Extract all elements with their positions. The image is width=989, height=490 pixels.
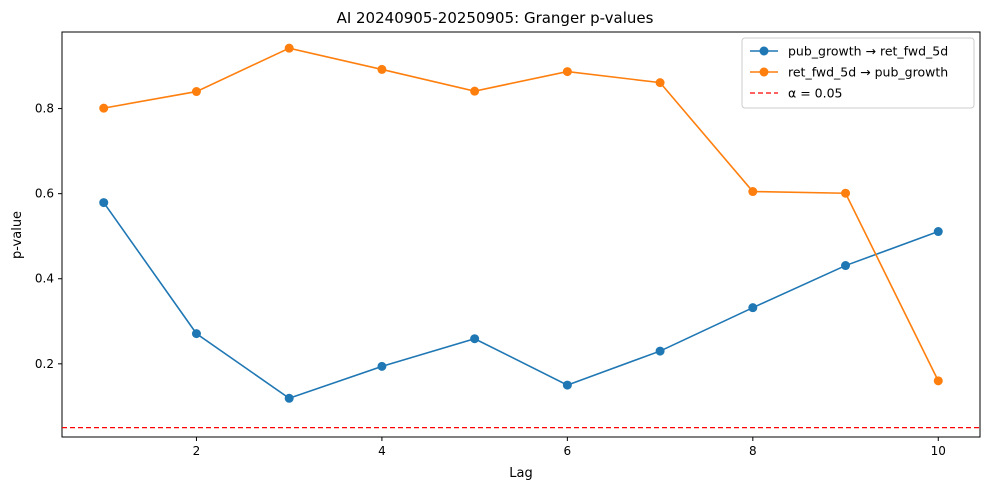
x-tick-label: 10: [931, 444, 946, 458]
legend-label: α = 0.05: [788, 86, 843, 101]
series-2-point: [470, 86, 480, 96]
series-1-point: [284, 393, 294, 403]
series-1-point: [748, 303, 758, 313]
series-1-point: [562, 380, 572, 390]
legend-entry: pub_growth → ret_fwd_5d: [750, 44, 948, 59]
y-tick-label: 0.2: [35, 357, 54, 371]
y-axis-label: p-value: [10, 211, 25, 259]
series-2-point: [191, 87, 201, 97]
series-1-point: [191, 329, 201, 339]
series-2-point: [933, 376, 943, 386]
series-1-point: [841, 261, 851, 271]
legend-entry: α = 0.05: [750, 86, 843, 101]
series-1-point: [655, 346, 665, 356]
series-1: [99, 198, 943, 403]
legend: pub_growth → ret_fwd_5d ret_fwd_5d → pub_…: [741, 37, 975, 109]
series-1-point: [99, 198, 109, 208]
x-axis-label: Lag: [509, 466, 532, 481]
plot-frame: [61, 31, 981, 438]
series-2-point: [655, 78, 665, 88]
legend-swatch-marker: [759, 46, 769, 56]
legend-label: pub_growth → ret_fwd_5d: [788, 44, 948, 59]
y-tick-label: 0.8: [35, 102, 54, 116]
series-2: [99, 43, 943, 386]
x-tick-label: 4: [378, 444, 386, 458]
series-1-line: [103, 202, 939, 400]
series-2-point: [99, 103, 109, 113]
series-2-point: [562, 67, 572, 77]
legend-entry: ret_fwd_5d → pub_growth: [750, 65, 948, 80]
series-1-point: [470, 334, 480, 344]
x-tick-label: 6: [564, 444, 572, 458]
series-2-line: [103, 47, 939, 382]
legend-box: [741, 37, 975, 109]
series-1-point: [377, 361, 387, 371]
x-tick-label: 2: [193, 444, 201, 458]
legend-swatch-marker: [759, 67, 769, 77]
chart-title: AI 20240905-20250905: Granger p-values: [337, 9, 654, 27]
x-tick-label: 8: [749, 444, 757, 458]
series-1-point: [933, 227, 943, 237]
series-2-point: [841, 188, 851, 198]
series-layer: [99, 43, 943, 403]
y-tick-label: 0.6: [35, 187, 54, 201]
legend-label: ret_fwd_5d → pub_growth: [788, 65, 948, 80]
series-2-point: [284, 43, 294, 53]
y-tick-label: 0.4: [35, 272, 54, 286]
series-2-point: [748, 187, 758, 197]
ticks-layer: 2 4 6 8 10 0.2 0.4 0.6 0.8: [35, 102, 946, 458]
series-2-point: [377, 64, 387, 74]
